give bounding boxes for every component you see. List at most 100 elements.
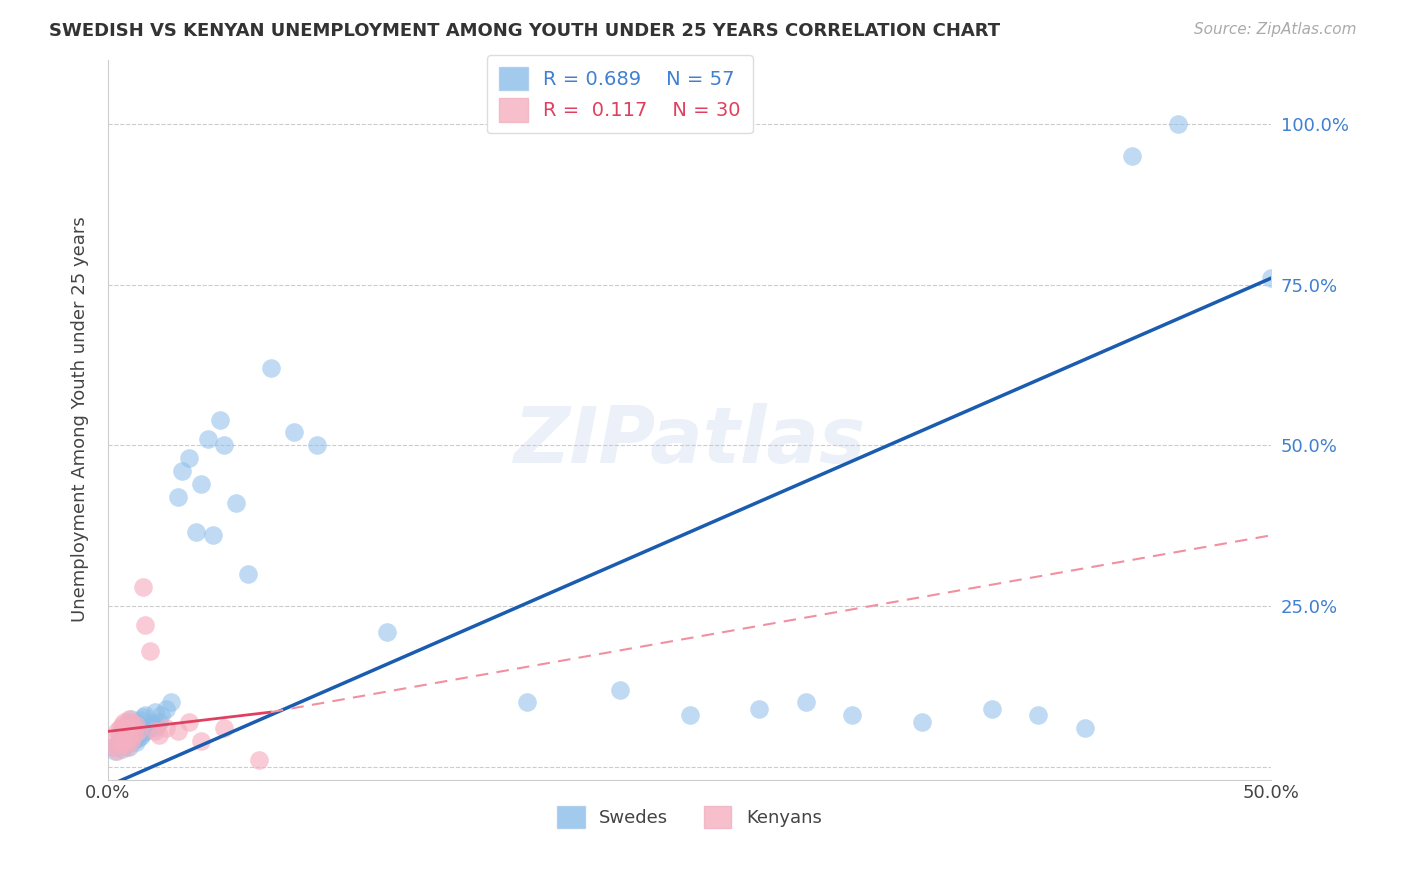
Point	[197, 432, 219, 446]
Point	[104, 744, 127, 758]
Point	[1260, 271, 1282, 285]
Point	[105, 744, 128, 758]
Point	[678, 708, 700, 723]
Point	[375, 624, 398, 639]
Point	[125, 718, 148, 732]
Point	[260, 361, 283, 376]
Point	[283, 425, 305, 440]
Point	[136, 723, 159, 737]
Point	[134, 724, 156, 739]
Point	[609, 682, 631, 697]
Point	[911, 714, 934, 729]
Legend: Swedes, Kenyans: Swedes, Kenyans	[550, 799, 830, 836]
Point	[148, 728, 170, 742]
Point	[112, 724, 135, 739]
Point	[105, 737, 128, 751]
Point	[115, 731, 138, 745]
Point	[1121, 149, 1143, 163]
Point	[208, 412, 231, 426]
Point	[981, 702, 1004, 716]
Point	[159, 696, 181, 710]
Point	[225, 496, 247, 510]
Point	[118, 728, 141, 742]
Point	[115, 740, 138, 755]
Point	[155, 702, 177, 716]
Text: SWEDISH VS KENYAN UNEMPLOYMENT AMONG YOUTH UNDER 25 YEARS CORRELATION CHART: SWEDISH VS KENYAN UNEMPLOYMENT AMONG YOU…	[49, 22, 1000, 40]
Point	[186, 525, 208, 540]
Point	[1028, 708, 1050, 723]
Point	[111, 734, 134, 748]
Point	[108, 737, 131, 751]
Point	[139, 644, 162, 658]
Point	[125, 720, 148, 734]
Point	[120, 714, 142, 729]
Point	[132, 580, 155, 594]
Point	[141, 716, 163, 731]
Point	[105, 724, 128, 739]
Point	[122, 732, 145, 747]
Point	[143, 724, 166, 739]
Point	[129, 714, 152, 728]
Point	[108, 734, 131, 748]
Point	[112, 739, 135, 753]
Point	[111, 721, 134, 735]
Point	[841, 708, 863, 723]
Point	[146, 718, 169, 732]
Point	[115, 737, 138, 751]
Point	[127, 716, 149, 731]
Point	[132, 726, 155, 740]
Point	[108, 721, 131, 735]
Point	[127, 724, 149, 739]
Point	[115, 721, 138, 735]
Point	[122, 723, 145, 737]
Point	[516, 696, 538, 710]
Point	[214, 721, 236, 735]
Point	[120, 724, 142, 739]
Point	[134, 618, 156, 632]
Point	[201, 528, 224, 542]
Point	[101, 740, 124, 755]
Point	[120, 712, 142, 726]
Point	[118, 731, 141, 745]
Point	[172, 464, 194, 478]
Point	[118, 714, 141, 729]
Point	[112, 714, 135, 729]
Point	[190, 734, 212, 748]
Point	[111, 741, 134, 756]
Point	[115, 718, 138, 732]
Point	[134, 708, 156, 723]
Point	[122, 728, 145, 742]
Point	[112, 737, 135, 751]
Point	[150, 708, 173, 723]
Point	[120, 734, 142, 748]
Point	[118, 712, 141, 726]
Point	[179, 714, 201, 729]
Point	[129, 729, 152, 743]
Point	[127, 731, 149, 745]
Point	[214, 438, 236, 452]
Point	[111, 718, 134, 732]
Point	[247, 753, 270, 767]
Point	[794, 696, 817, 710]
Text: ZIPatlas: ZIPatlas	[513, 403, 866, 479]
Point	[179, 451, 201, 466]
Point	[108, 728, 131, 742]
Point	[155, 721, 177, 735]
Point	[748, 702, 770, 716]
Point	[1167, 117, 1189, 131]
Point	[166, 724, 188, 739]
Point	[236, 566, 259, 581]
Point	[125, 735, 148, 749]
Point	[118, 740, 141, 755]
Point	[120, 734, 142, 748]
Point	[143, 705, 166, 719]
Text: Source: ZipAtlas.com: Source: ZipAtlas.com	[1194, 22, 1357, 37]
Point	[166, 490, 188, 504]
Point	[148, 714, 170, 729]
Point	[139, 720, 162, 734]
Point	[190, 476, 212, 491]
Point	[1074, 721, 1097, 735]
Point	[101, 740, 124, 755]
Point	[104, 734, 127, 748]
Point	[132, 709, 155, 723]
